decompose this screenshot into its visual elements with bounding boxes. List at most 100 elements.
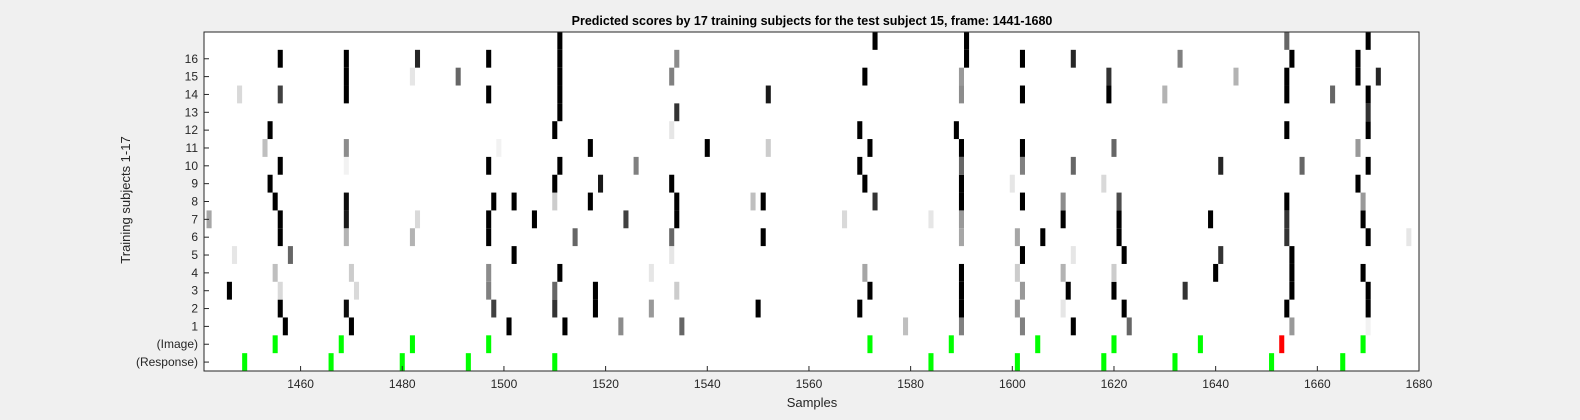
score-cell-subject-12 (669, 121, 675, 140)
response-marker (328, 353, 334, 371)
score-cell-subject-6 (343, 228, 349, 247)
response-marker (552, 353, 558, 371)
image-marker (1111, 335, 1117, 354)
x-tick-label: 1500 (491, 377, 518, 391)
score-cell-subject-17 (1365, 32, 1371, 50)
y-tick-label: 13 (185, 105, 199, 119)
y-tick-label: 5 (191, 248, 198, 262)
x-axis-label: Samples (787, 395, 838, 410)
score-cell-subject-8 (491, 192, 497, 211)
y-tick-label: 6 (191, 230, 198, 244)
y-tick-label: 2 (191, 302, 198, 316)
score-cell-subject-12 (1284, 121, 1290, 140)
score-cell-subject-3 (1065, 281, 1071, 300)
y-tick-label: 3 (191, 284, 198, 298)
score-cell-subject-12 (552, 121, 558, 140)
score-cell-subject-7 (531, 210, 537, 229)
score-cell-subject-10 (1070, 156, 1076, 175)
score-cell-subject-14 (958, 85, 964, 104)
score-cell-subject-11 (1111, 139, 1117, 157)
score-cell-subject-17 (557, 32, 563, 50)
score-cell-subject-8 (587, 192, 593, 211)
x-tick-label: 1460 (287, 377, 314, 391)
score-cell-subject-10 (1299, 156, 1305, 175)
score-cell-subject-8 (1360, 192, 1366, 211)
score-cell-subject-14 (237, 85, 243, 104)
score-cell-subject-3 (1289, 281, 1295, 300)
score-cell-subject-1 (1070, 317, 1076, 336)
score-cell-subject-15 (1233, 67, 1239, 86)
score-cell-subject-16 (486, 49, 492, 68)
score-cell-subject-5 (511, 246, 517, 264)
score-cell-subject-16 (1177, 49, 1183, 68)
score-cell-subject-6 (1365, 228, 1371, 247)
score-cell-subject-15 (1284, 67, 1290, 86)
score-cell-subject-11 (343, 139, 349, 157)
score-cell-subject-1 (562, 317, 568, 336)
score-cell-subject-6 (1284, 228, 1290, 247)
score-cell-subject-11 (704, 139, 710, 157)
score-cell-subject-11 (587, 139, 593, 157)
score-cell-subject-7 (277, 210, 283, 229)
score-cell-subject-9 (1101, 174, 1107, 193)
score-cell-subject-14 (1106, 85, 1112, 104)
score-cell-subject-2 (1284, 299, 1290, 318)
score-cell-subject-11 (765, 139, 771, 157)
score-cell-subject-7 (1284, 210, 1290, 229)
score-cell-subject-11 (1019, 139, 1025, 157)
x-tick-label: 1660 (1304, 377, 1331, 391)
score-cell-subject-2 (491, 299, 497, 318)
score-cell-subject-4 (1213, 263, 1219, 282)
score-cell-subject-15 (409, 67, 415, 86)
image-marker (409, 335, 415, 354)
y-tick-label: 8 (191, 195, 198, 209)
score-cell-subject-2 (552, 299, 558, 318)
score-cell-subject-6 (409, 228, 415, 247)
score-cell-subject-1 (903, 317, 909, 336)
score-cell-subject-10 (277, 156, 283, 175)
score-cell-subject-14 (765, 85, 771, 104)
score-cell-subject-15 (557, 67, 563, 86)
score-cell-subject-3 (867, 281, 873, 300)
score-cell-subject-3 (277, 281, 283, 300)
y-tick-label: 14 (185, 87, 199, 101)
score-cell-subject-3 (592, 281, 598, 300)
score-cell-subject-5 (1070, 246, 1076, 264)
score-cell-subject-1 (1289, 317, 1295, 336)
image-marker (338, 335, 344, 354)
image-marker (272, 335, 278, 354)
score-cell-subject-14 (343, 85, 349, 104)
x-tick-label: 1480 (389, 377, 416, 391)
score-cell-subject-6 (1040, 228, 1046, 247)
score-cell-subject-10 (857, 156, 863, 175)
score-cell-subject-4 (486, 263, 492, 282)
score-cell-subject-8 (750, 192, 756, 211)
score-cell-subject-7 (842, 210, 848, 229)
score-cell-subject-8 (272, 192, 278, 211)
y-tick-label: 1 (191, 319, 198, 333)
score-cell-subject-7 (623, 210, 629, 229)
score-cell-subject-17 (964, 32, 970, 50)
y-tick-label: 15 (185, 70, 199, 84)
score-cell-subject-16 (674, 49, 680, 68)
score-cell-subject-15 (958, 67, 964, 86)
score-cell-subject-15 (1375, 67, 1381, 86)
score-cell-subject-15 (1106, 67, 1112, 86)
x-tick-label: 1580 (897, 377, 924, 391)
score-cell-subject-6 (958, 228, 964, 247)
score-cell-subject-14 (277, 85, 283, 104)
score-cell-subject-8 (760, 192, 766, 211)
score-cell-subject-6 (486, 228, 492, 247)
score-cell-subject-17 (872, 32, 878, 50)
score-cell-subject-7 (206, 210, 212, 229)
score-cell-subject-4 (1111, 263, 1117, 282)
score-cell-subject-16 (1355, 49, 1361, 68)
score-cell-subject-7 (1208, 210, 1214, 229)
score-cell-subject-7 (1060, 210, 1066, 229)
score-cell-subject-11 (867, 139, 873, 157)
score-cell-subject-8 (958, 192, 964, 211)
score-cell-subject-7 (1116, 210, 1122, 229)
response-marker (465, 353, 471, 371)
score-cell-subject-3 (226, 281, 232, 300)
score-cell-subject-7 (486, 210, 492, 229)
